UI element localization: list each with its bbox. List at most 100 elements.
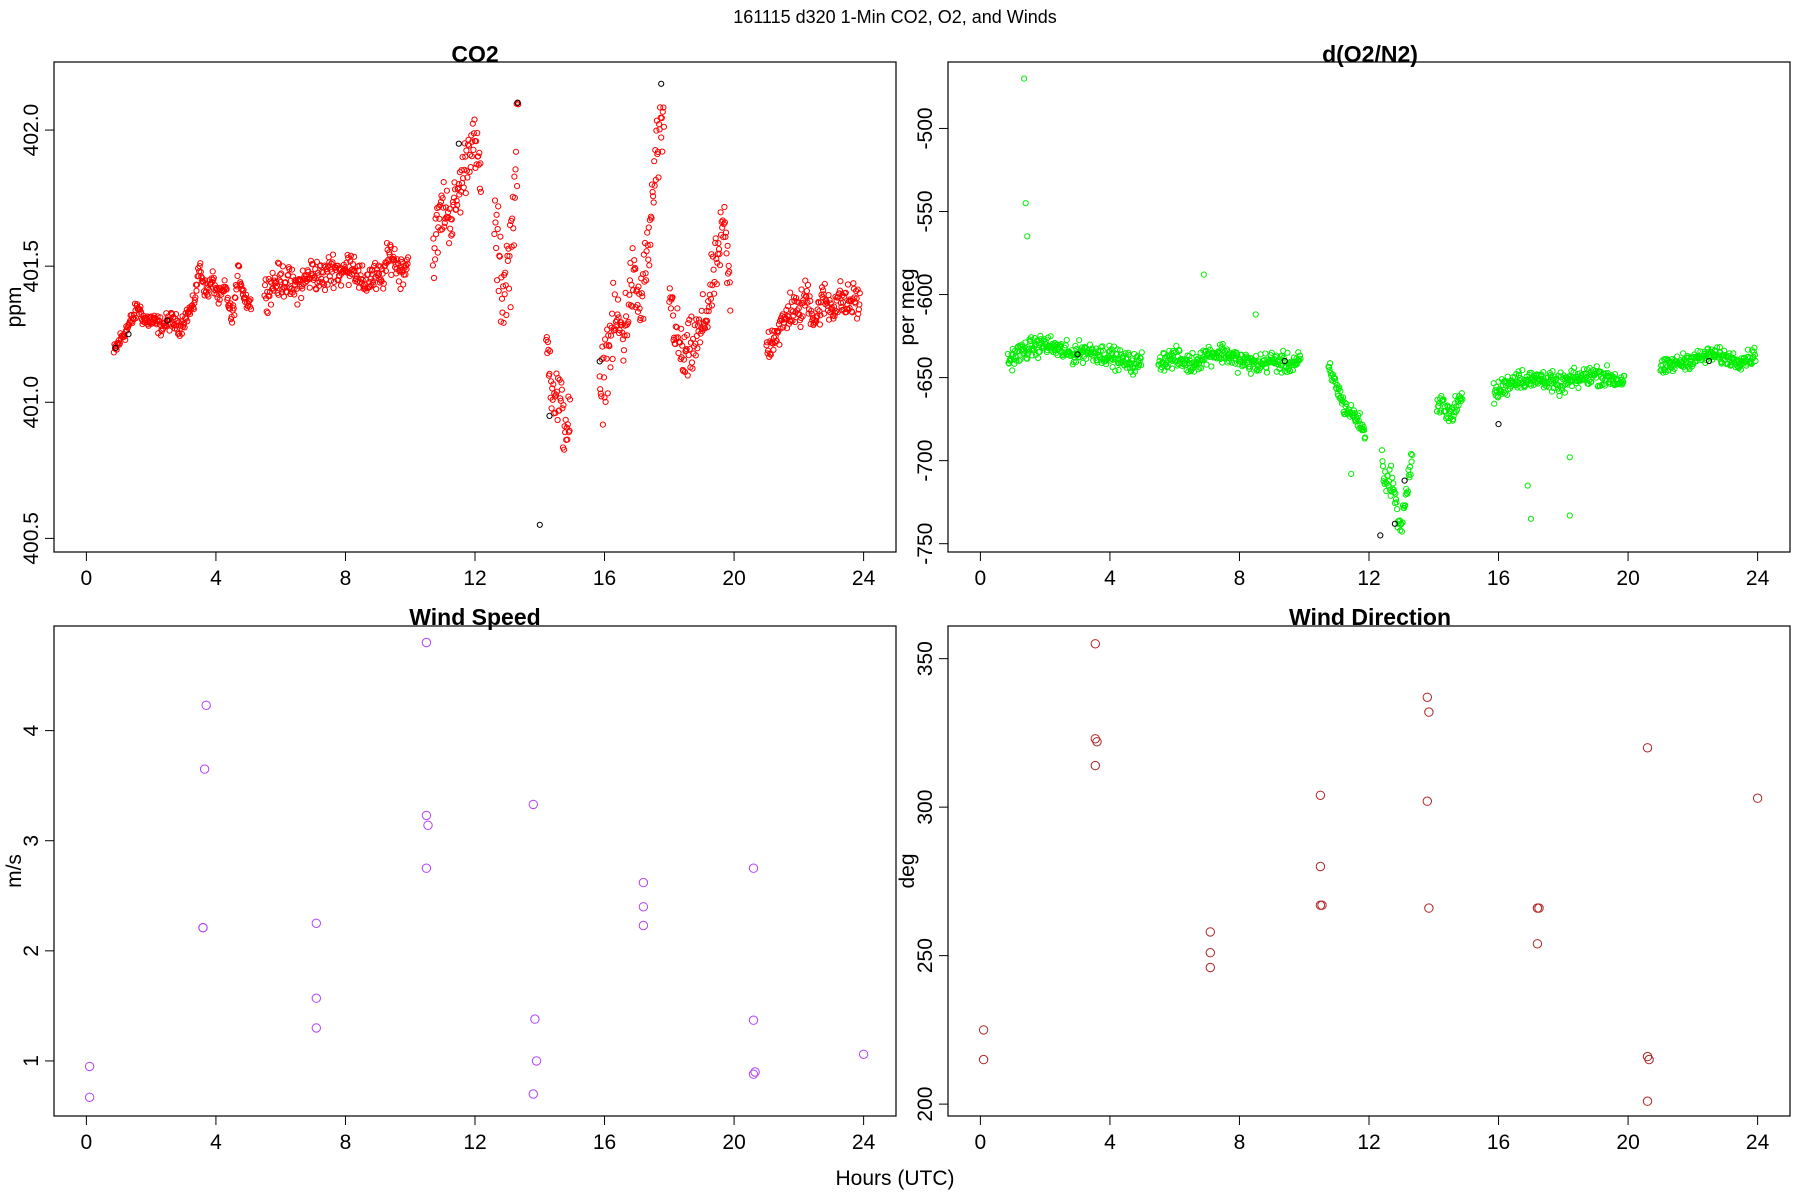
co2-data-point xyxy=(603,342,610,349)
co2-data-point xyxy=(646,262,653,269)
co2-data-point xyxy=(679,342,686,349)
co2-data-point xyxy=(395,260,402,267)
co2-data-point xyxy=(437,198,445,205)
co2-data-point xyxy=(122,336,129,343)
wind-direction-points xyxy=(978,639,1763,1106)
o2-data-point xyxy=(1548,388,1556,395)
co2-data-point xyxy=(263,308,270,315)
co2-data-point xyxy=(316,278,323,285)
co2-highlight-point xyxy=(514,99,521,106)
co2-data-point xyxy=(462,190,469,197)
co2-data-point xyxy=(184,318,191,325)
co2-data-point xyxy=(807,297,814,305)
o2-data-point xyxy=(1356,410,1363,417)
o2-ytick-label: -650 xyxy=(914,357,937,399)
co2-data-point xyxy=(466,142,473,149)
co2-data-point xyxy=(614,311,621,318)
wind-direction-data-point xyxy=(1752,793,1763,803)
co2-data-point xyxy=(451,186,459,193)
co2-data-point xyxy=(395,278,402,285)
o2-data-point xyxy=(1751,344,1758,351)
co2-data-point xyxy=(196,263,203,270)
o2-data-point xyxy=(1201,356,1208,363)
o2-data-point xyxy=(1070,358,1077,366)
o2-data-point xyxy=(1252,311,1259,318)
co2-data-point xyxy=(696,319,703,326)
co2-data-point xyxy=(266,293,273,300)
co2-ytick-label: 401.5 xyxy=(20,240,43,293)
co2-data-point xyxy=(781,313,788,320)
o2-data-point xyxy=(1390,480,1397,487)
co2-data-point xyxy=(855,310,862,317)
wind-speed-data-point xyxy=(84,1092,95,1103)
o2-data-point xyxy=(1247,370,1254,377)
panel-co2: CO2 ppm 0 4 8 12 16 20 24 400.5 401.0 401.5 402.0 xyxy=(3,41,897,590)
co2-data-point xyxy=(632,265,639,273)
co2-data-point xyxy=(231,312,238,319)
co2-data-point xyxy=(796,311,803,318)
co2-data-point xyxy=(460,175,467,182)
o2-ytick-label: -550 xyxy=(914,190,937,232)
co2-data-point xyxy=(449,231,456,238)
wind-speed-data-point xyxy=(84,1061,95,1072)
co2-data-point xyxy=(192,294,199,301)
co2-data-point xyxy=(511,194,519,201)
o2-data-point xyxy=(1072,359,1080,366)
co2-data-point xyxy=(405,254,412,261)
co2-data-point xyxy=(494,277,501,284)
o2-xtick-label: 4 xyxy=(1104,567,1116,590)
co2-data-point xyxy=(557,395,564,402)
co2-data-point xyxy=(650,193,657,200)
co2-data-point xyxy=(234,272,241,279)
co2-data-point xyxy=(685,320,692,327)
co2-data-point xyxy=(625,318,632,325)
o2-data-point xyxy=(1549,368,1556,375)
wind-speed-data-point xyxy=(311,993,321,1003)
co2-highlight-point xyxy=(596,358,603,365)
co2-data-point xyxy=(329,251,337,258)
co2-data-point xyxy=(201,292,208,299)
wind-speed-data-point xyxy=(421,637,432,648)
wind-speed-data-point xyxy=(748,863,759,873)
co2-data-point xyxy=(439,195,446,202)
o2-data-point xyxy=(1504,391,1511,398)
co2-data-point xyxy=(470,130,477,137)
wind-speed-data-point xyxy=(531,1056,542,1066)
co2-data-point xyxy=(320,269,327,276)
co2-data-point xyxy=(294,301,301,308)
o2-data-point xyxy=(1295,349,1302,356)
co2-data-point xyxy=(856,301,863,308)
co2-data-point xyxy=(344,251,351,258)
o2-data-point xyxy=(1198,364,1205,372)
co2-data-point xyxy=(477,188,484,195)
wind-speed-data-point xyxy=(528,799,538,810)
o2-data-point xyxy=(1354,415,1361,422)
co2-highlight-point xyxy=(536,521,543,528)
figure-xlabel: Hours (UTC) xyxy=(836,1167,955,1190)
co2-data-point xyxy=(648,215,655,222)
o2-data-point xyxy=(1386,466,1393,473)
co2-data-point xyxy=(290,273,297,280)
o2-data-point xyxy=(1518,376,1525,383)
co2-data-point xyxy=(367,283,374,290)
co2-data-point xyxy=(349,261,357,268)
o2-data-point xyxy=(1721,347,1728,354)
co2-data-point xyxy=(446,240,453,247)
wind-direction-axes: 0 4 8 12 16 20 24 200 250 300 350 xyxy=(914,641,1770,1154)
co2-data-point xyxy=(704,317,711,324)
co2-data-point xyxy=(651,158,658,165)
co2-data-point xyxy=(724,242,731,249)
co2-data-point xyxy=(475,153,482,160)
wind-speed-data-point xyxy=(311,918,321,928)
co2-data-point xyxy=(727,307,734,314)
o2-data-point xyxy=(1524,482,1531,489)
co2-data-point xyxy=(557,397,564,404)
co2-data-point xyxy=(689,365,696,372)
co2-data-point xyxy=(429,262,436,269)
co2-data-point xyxy=(770,346,777,353)
co2-data-point xyxy=(373,285,380,293)
co2-data-point xyxy=(208,275,215,282)
o2-data-point xyxy=(1389,474,1396,481)
o2-data-point xyxy=(1402,502,1409,509)
